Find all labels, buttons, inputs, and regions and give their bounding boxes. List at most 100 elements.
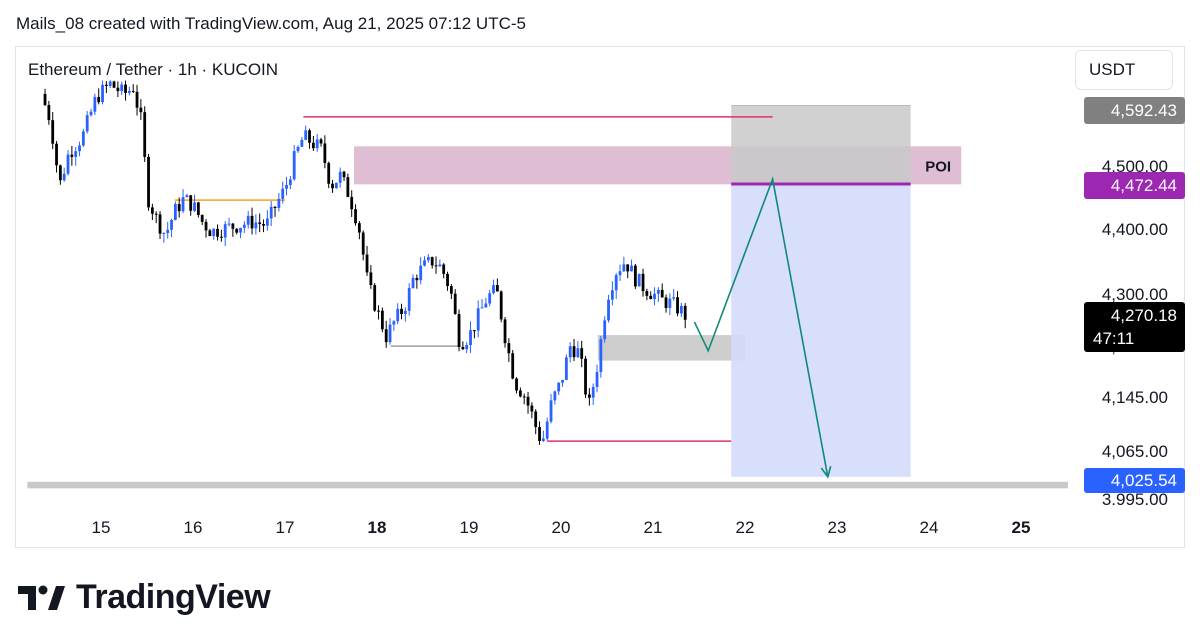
candle-body xyxy=(430,257,434,266)
date-tick: 15 xyxy=(91,518,111,537)
candle-body xyxy=(346,177,350,197)
candle-body xyxy=(62,173,66,181)
candle-body xyxy=(239,227,242,233)
bar-countdown: 47:11 xyxy=(1093,329,1135,348)
candle-body xyxy=(78,145,81,152)
candle-body xyxy=(645,291,649,296)
candle-body xyxy=(495,285,499,292)
brand-name: TradingView xyxy=(76,578,271,616)
candle-body xyxy=(388,324,392,343)
candle-body xyxy=(545,421,549,439)
candle-body xyxy=(534,411,538,428)
candle-body xyxy=(392,321,396,325)
candle-body xyxy=(135,91,139,108)
candle-body xyxy=(250,215,254,229)
candle-body xyxy=(384,329,388,343)
candle-body xyxy=(120,84,124,92)
candle-body xyxy=(47,105,51,121)
candle-body xyxy=(541,438,545,441)
candle-body xyxy=(580,348,584,359)
candle-body xyxy=(219,236,223,238)
candle-body xyxy=(400,308,403,315)
candle-body xyxy=(166,229,170,234)
candle-body xyxy=(683,305,687,320)
candle-body xyxy=(193,202,196,211)
candle-body xyxy=(633,265,637,287)
candle-body xyxy=(89,111,93,116)
candle-body xyxy=(664,297,668,308)
candle-body xyxy=(116,87,120,92)
candle-body xyxy=(672,297,676,299)
candle-body xyxy=(576,348,580,358)
candle-body xyxy=(442,264,446,274)
candle-body xyxy=(518,390,522,397)
candle-body xyxy=(281,188,285,199)
price-tick: 4,065.00 xyxy=(1101,442,1168,461)
candle-body xyxy=(338,171,342,183)
candle-body xyxy=(242,224,246,228)
candle-body xyxy=(212,228,216,237)
candle-body xyxy=(465,344,469,350)
candle-body xyxy=(246,215,250,225)
candle-body xyxy=(139,107,143,113)
symbol-label[interactable]: Ethereum / Tether · 1h · KUCOIN xyxy=(28,60,279,79)
candle-body xyxy=(66,154,70,174)
candle-body xyxy=(549,400,553,422)
candle-body xyxy=(553,391,557,401)
candle-body xyxy=(112,81,116,88)
candle-body xyxy=(285,184,288,189)
projection-path xyxy=(693,176,829,477)
candle-body xyxy=(656,289,660,294)
brand-footer[interactable]: TradingView xyxy=(18,578,271,617)
levels-layer xyxy=(174,116,911,442)
candle-body xyxy=(426,257,430,261)
candle-body xyxy=(170,220,173,230)
candle-body xyxy=(599,339,603,372)
candle-body xyxy=(365,254,369,273)
stop-price-tag: 4,592.43 xyxy=(1084,97,1185,124)
price-tick: 4,145.00 xyxy=(1101,388,1168,407)
price-tick: 4,500.00 xyxy=(1101,157,1168,176)
candle-body xyxy=(641,273,645,292)
candle-body xyxy=(70,154,74,157)
price-tick: 4,400.00 xyxy=(1101,220,1168,239)
candle-body xyxy=(58,165,62,181)
candle-body xyxy=(108,81,112,86)
target-price-tag: 4,025.54 xyxy=(1084,468,1185,493)
candle-body xyxy=(231,223,235,229)
candle-body xyxy=(277,198,281,208)
candle-body xyxy=(93,96,97,112)
candle-body xyxy=(434,265,438,267)
price-tick: 4,300.00 xyxy=(1101,285,1168,304)
candle-body xyxy=(369,272,373,286)
candle-body xyxy=(227,223,231,225)
candle-body xyxy=(480,307,484,309)
date-tick: 17 xyxy=(275,518,295,537)
candle-body xyxy=(380,310,384,330)
candle-body xyxy=(503,319,507,344)
candle-body xyxy=(97,96,101,103)
candle-body xyxy=(630,265,633,272)
candle-body xyxy=(679,305,683,314)
date-tick: 23 xyxy=(827,518,847,537)
candle-body xyxy=(308,130,311,143)
date-tick: 20 xyxy=(551,518,571,537)
candle-body xyxy=(591,386,595,398)
candle-body xyxy=(676,297,679,314)
poi-label: POI xyxy=(925,158,951,175)
candle-body xyxy=(484,303,488,308)
tradingview-logo-icon xyxy=(18,585,65,610)
candle-body xyxy=(522,396,526,398)
candle-body xyxy=(288,179,292,185)
candle-body xyxy=(154,213,158,215)
current-price-tag: 4,270.18 47:11 xyxy=(1084,302,1185,352)
candle-body xyxy=(196,202,200,215)
candle-body xyxy=(292,151,296,180)
currency-button[interactable]: USDT xyxy=(1075,50,1173,90)
candle-body xyxy=(568,346,572,358)
candle-body xyxy=(660,289,664,298)
candles-layer xyxy=(43,80,687,445)
candle-body xyxy=(81,131,85,146)
candle-body xyxy=(262,224,265,226)
